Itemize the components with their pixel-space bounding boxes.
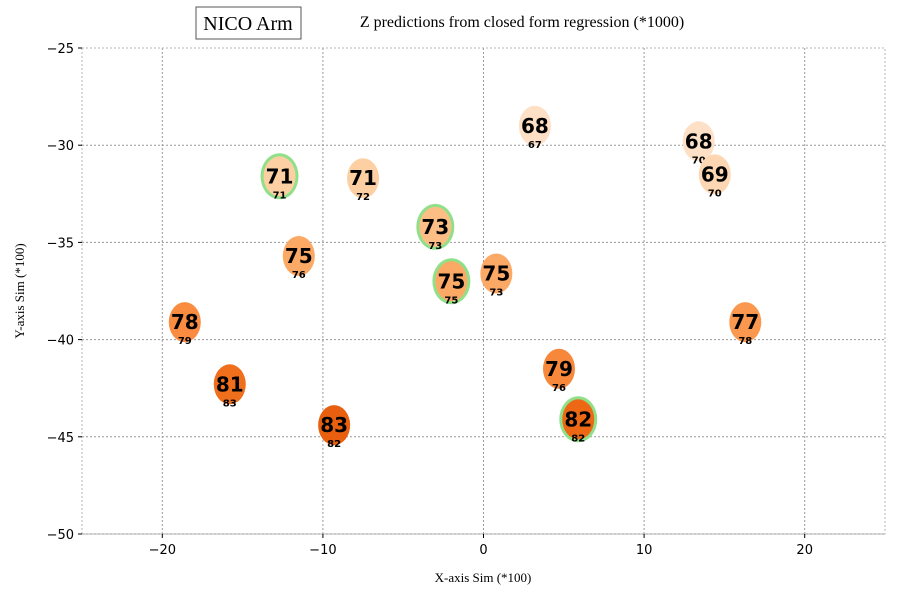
point-marker xyxy=(282,236,315,277)
x-ticks: −20 −10 0 10 20 xyxy=(149,534,813,558)
y-axis-title: Y-axis Sim (*100) xyxy=(12,243,27,338)
point-marker xyxy=(682,121,715,162)
predicted-value-label: 81 xyxy=(216,372,244,396)
point-marker xyxy=(419,206,452,247)
predicted-value-label: 82 xyxy=(564,407,592,431)
y-ticks: −25 −30 −35 −40 −45 −50 xyxy=(47,42,82,543)
predicted-value-label: 75 xyxy=(285,244,313,268)
predicted-value-label: 79 xyxy=(545,357,573,381)
y-tick-label: −40 xyxy=(47,334,74,349)
predicted-value-label: 75 xyxy=(482,262,510,286)
legend-box xyxy=(195,6,302,40)
plot-frame xyxy=(81,47,886,535)
predicted-value-label: 71 xyxy=(349,166,377,190)
grid-lines xyxy=(82,47,885,535)
legend-label: NICO Arm xyxy=(203,13,293,35)
predicted-value-label: 68 xyxy=(685,129,713,153)
actual-value-label: 73 xyxy=(428,241,442,252)
predicted-value-label: 75 xyxy=(437,269,465,293)
point-marker xyxy=(347,158,380,199)
actual-value-label: 82 xyxy=(327,439,341,450)
point-marker xyxy=(698,154,731,195)
y-tick-label: −50 xyxy=(47,528,74,543)
predicted-value-label: 77 xyxy=(731,310,759,334)
y-tick-label: −25 xyxy=(47,42,74,57)
point-marker xyxy=(542,348,575,389)
x-axis-title: X-axis Sim (*100) xyxy=(435,570,532,585)
y-tick-label: −35 xyxy=(47,236,74,251)
point-marker xyxy=(435,261,468,302)
actual-value-label: 83 xyxy=(223,398,237,409)
predicted-value-label: 78 xyxy=(171,310,199,334)
actual-value-label: 79 xyxy=(178,336,192,347)
predicted-value-label: 73 xyxy=(421,215,449,239)
actual-value-label: 70 xyxy=(708,188,722,199)
actual-value-label: 73 xyxy=(489,288,503,299)
x-tick-label: 20 xyxy=(796,543,813,558)
actual-value-label: 76 xyxy=(552,383,566,394)
predicted-value-label: 71 xyxy=(266,164,294,188)
point-marker xyxy=(480,253,513,294)
legend: NICO Arm xyxy=(195,6,302,40)
point-marker xyxy=(263,156,296,197)
predicted-value-label: 83 xyxy=(320,413,348,437)
actual-value-label: 67 xyxy=(528,140,542,151)
y-tick-label: −45 xyxy=(47,431,74,446)
actual-value-label: 78 xyxy=(738,336,752,347)
chart-title: Z predictions from closed form regressio… xyxy=(360,14,684,31)
x-tick-label: 10 xyxy=(636,543,653,558)
actual-value-label: 71 xyxy=(273,190,287,201)
x-tick-label: −20 xyxy=(149,543,176,558)
actual-value-label: 70 xyxy=(692,155,706,166)
point-marker xyxy=(729,302,762,343)
actual-value-label: 75 xyxy=(444,295,458,306)
point-marker xyxy=(213,364,246,405)
y-tick-label: −30 xyxy=(47,139,74,154)
predicted-value-label: 68 xyxy=(521,114,549,138)
actual-value-label: 82 xyxy=(571,433,585,444)
point-marker xyxy=(562,399,595,440)
point-marker xyxy=(518,105,551,146)
point-marker xyxy=(318,405,351,446)
predicted-value-label: 69 xyxy=(701,162,729,186)
actual-value-label: 72 xyxy=(356,192,370,203)
x-tick-label: −10 xyxy=(309,543,336,558)
point-marker xyxy=(168,302,201,343)
actual-value-label: 76 xyxy=(292,270,306,281)
x-tick-label: 0 xyxy=(479,543,487,558)
